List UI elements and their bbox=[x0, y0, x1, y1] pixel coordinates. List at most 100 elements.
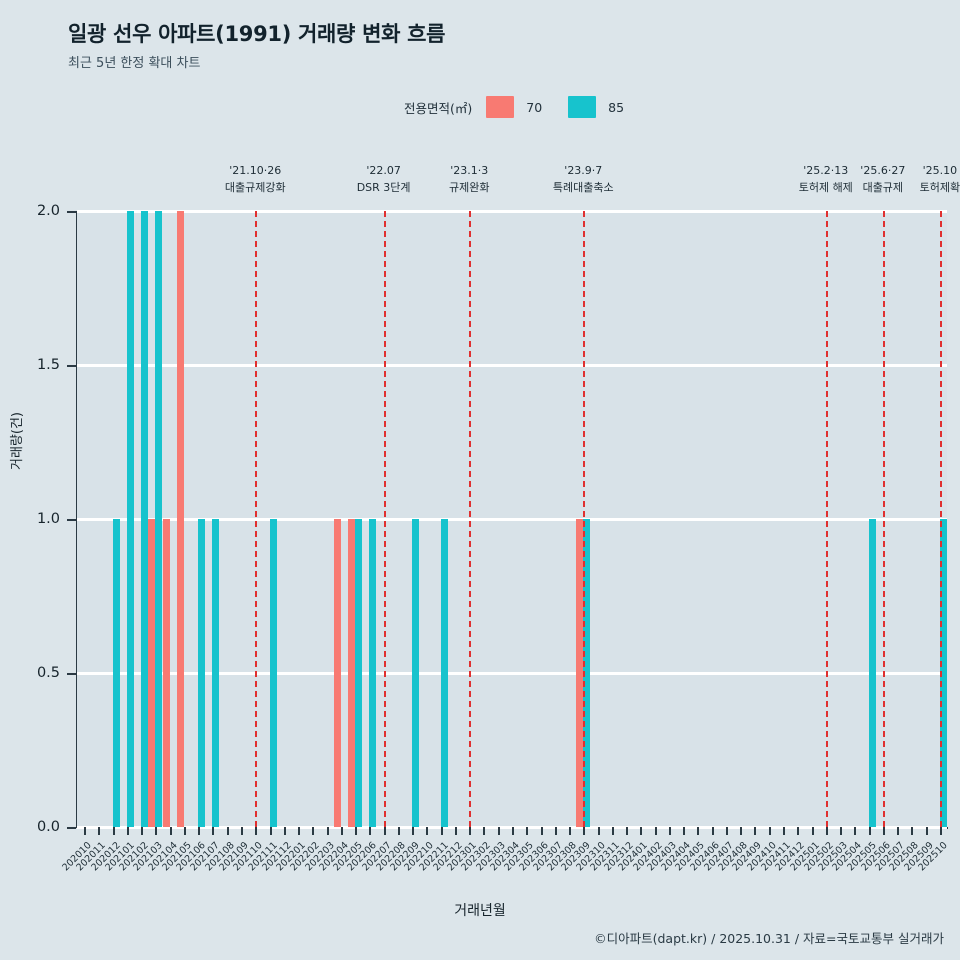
x-tick-mark bbox=[526, 827, 529, 835]
x-tick-mark bbox=[897, 827, 900, 835]
x-tick-mark bbox=[882, 827, 885, 835]
x-tick-mark bbox=[241, 827, 244, 835]
bar-70-202104 bbox=[162, 519, 170, 827]
x-tick-mark bbox=[440, 827, 443, 835]
event-line-202510 bbox=[939, 211, 942, 827]
event-date: '25.10 bbox=[922, 164, 958, 177]
legend-swatch-70 bbox=[486, 96, 515, 118]
chart-legend: 전용면적(㎡) 70 85 bbox=[404, 96, 624, 118]
x-tick-mark bbox=[597, 827, 600, 835]
bar-85-202106 bbox=[198, 519, 206, 827]
gridline bbox=[77, 517, 947, 521]
bar-85-202209 bbox=[412, 519, 420, 827]
bar-85-202211 bbox=[440, 519, 448, 827]
y-tick-label: 1.0 bbox=[36, 511, 60, 527]
event-date: '23.1·3 bbox=[450, 164, 489, 177]
legend-label-70: 70 bbox=[526, 99, 543, 115]
event-line-202110 bbox=[255, 211, 258, 827]
bar-85-202101 bbox=[126, 211, 134, 827]
x-axis-title: 거래년월 bbox=[454, 903, 506, 919]
event-date: '23.9·7 bbox=[564, 164, 603, 177]
x-tick-mark bbox=[569, 827, 572, 835]
event-annotation-202506: '25.6·27 대출규제 bbox=[860, 162, 905, 196]
bar-70-202204 bbox=[333, 519, 341, 827]
bar-85-202206 bbox=[369, 519, 377, 827]
bar-85-202102 bbox=[141, 211, 149, 827]
x-tick-mark bbox=[911, 827, 914, 835]
y-tick-mark bbox=[67, 519, 76, 521]
event-annotation-202309: '23.9·7 특례대출축소 bbox=[553, 162, 614, 196]
x-tick-mark bbox=[340, 827, 343, 835]
y-axis-title: 거래량(건) bbox=[10, 412, 25, 470]
y-tick-mark bbox=[67, 827, 76, 829]
gridline bbox=[77, 671, 947, 675]
x-tick-mark bbox=[939, 827, 942, 835]
x-tick-mark bbox=[483, 827, 486, 835]
x-tick-mark bbox=[141, 827, 144, 835]
x-tick-mark bbox=[183, 827, 186, 835]
gridline bbox=[77, 363, 947, 367]
legend-title: 전용면적(㎡) bbox=[404, 100, 473, 116]
event-text: 토허제 해제 bbox=[798, 181, 853, 194]
x-tick-mark bbox=[683, 827, 686, 835]
event-annotation-202510: '25.10 토허제확 bbox=[920, 162, 960, 196]
bar-70-202309 bbox=[576, 519, 584, 827]
x-tick-mark bbox=[283, 827, 286, 835]
x-tick-mark bbox=[369, 827, 372, 835]
footer-credit: ©디아파트(dapt.kr) / 2025.10.31 / 자료=국토교통부 실… bbox=[594, 931, 944, 946]
x-tick-mark bbox=[854, 827, 857, 835]
bar-85-202107 bbox=[212, 519, 220, 827]
y-tick-label: 1.5 bbox=[36, 357, 60, 373]
bar-85-202205 bbox=[355, 519, 363, 827]
bar-85-202309 bbox=[583, 519, 591, 827]
y-tick-mark bbox=[67, 365, 76, 367]
event-line-202502 bbox=[825, 211, 828, 827]
event-text: 토허제확 bbox=[919, 181, 960, 194]
x-tick-mark bbox=[497, 827, 500, 835]
event-date: '25.2·13 bbox=[803, 164, 849, 177]
event-text: 규제완화 bbox=[448, 181, 490, 194]
x-tick-mark bbox=[611, 827, 614, 835]
bar-70-202103 bbox=[148, 519, 156, 827]
x-tick-mark bbox=[298, 827, 301, 835]
legend-swatch-85 bbox=[568, 96, 597, 118]
event-line-202309 bbox=[583, 211, 586, 827]
x-tick-mark bbox=[640, 827, 643, 835]
page-title: 일광 선우 아파트(1991) 거래량 변화 흐름 bbox=[68, 22, 446, 46]
x-tick-mark bbox=[412, 827, 415, 835]
event-line-202506 bbox=[882, 211, 885, 827]
y-tick-label: 0.5 bbox=[36, 665, 60, 681]
x-tick-mark bbox=[654, 827, 657, 835]
x-tick-mark bbox=[255, 827, 258, 835]
legend-label-85: 85 bbox=[608, 99, 625, 115]
x-tick-mark bbox=[212, 827, 215, 835]
y-tick-mark bbox=[67, 211, 76, 213]
x-tick-mark bbox=[98, 827, 101, 835]
x-tick-mark bbox=[512, 827, 514, 835]
y-tick-mark bbox=[67, 673, 76, 675]
bar-70-202205 bbox=[348, 519, 356, 827]
x-tick-mark bbox=[126, 827, 129, 835]
x-tick-mark bbox=[269, 827, 272, 835]
x-tick-mark bbox=[711, 827, 714, 835]
x-tick-mark bbox=[725, 827, 728, 835]
x-tick-mark bbox=[112, 827, 115, 835]
x-tick-mark bbox=[840, 827, 843, 835]
x-tick-mark bbox=[668, 827, 671, 835]
event-date: '25.6·27 bbox=[860, 164, 906, 177]
x-tick-mark bbox=[797, 827, 800, 835]
x-tick-mark bbox=[825, 827, 828, 835]
event-text: 대출규제강화 bbox=[224, 181, 286, 194]
x-tick-mark bbox=[554, 827, 557, 835]
x-tick-mark bbox=[84, 827, 87, 835]
y-tick-label: 0.0 bbox=[36, 819, 60, 835]
event-annotation-202301: '23.1·3 규제완화 bbox=[449, 162, 489, 196]
page-subtitle: 최근 5년 한정 확대 차트 bbox=[68, 56, 201, 71]
event-annotation-202207: '22.07 DSR 3단계 bbox=[357, 162, 411, 196]
x-tick-mark bbox=[740, 827, 743, 835]
event-annotation-202502: '25.2·13 토허제 해제 bbox=[799, 162, 853, 196]
event-date: '22.07 bbox=[366, 164, 401, 177]
bar-85-202012 bbox=[112, 519, 120, 827]
x-tick-mark bbox=[583, 827, 586, 835]
x-tick-mark bbox=[426, 827, 429, 835]
